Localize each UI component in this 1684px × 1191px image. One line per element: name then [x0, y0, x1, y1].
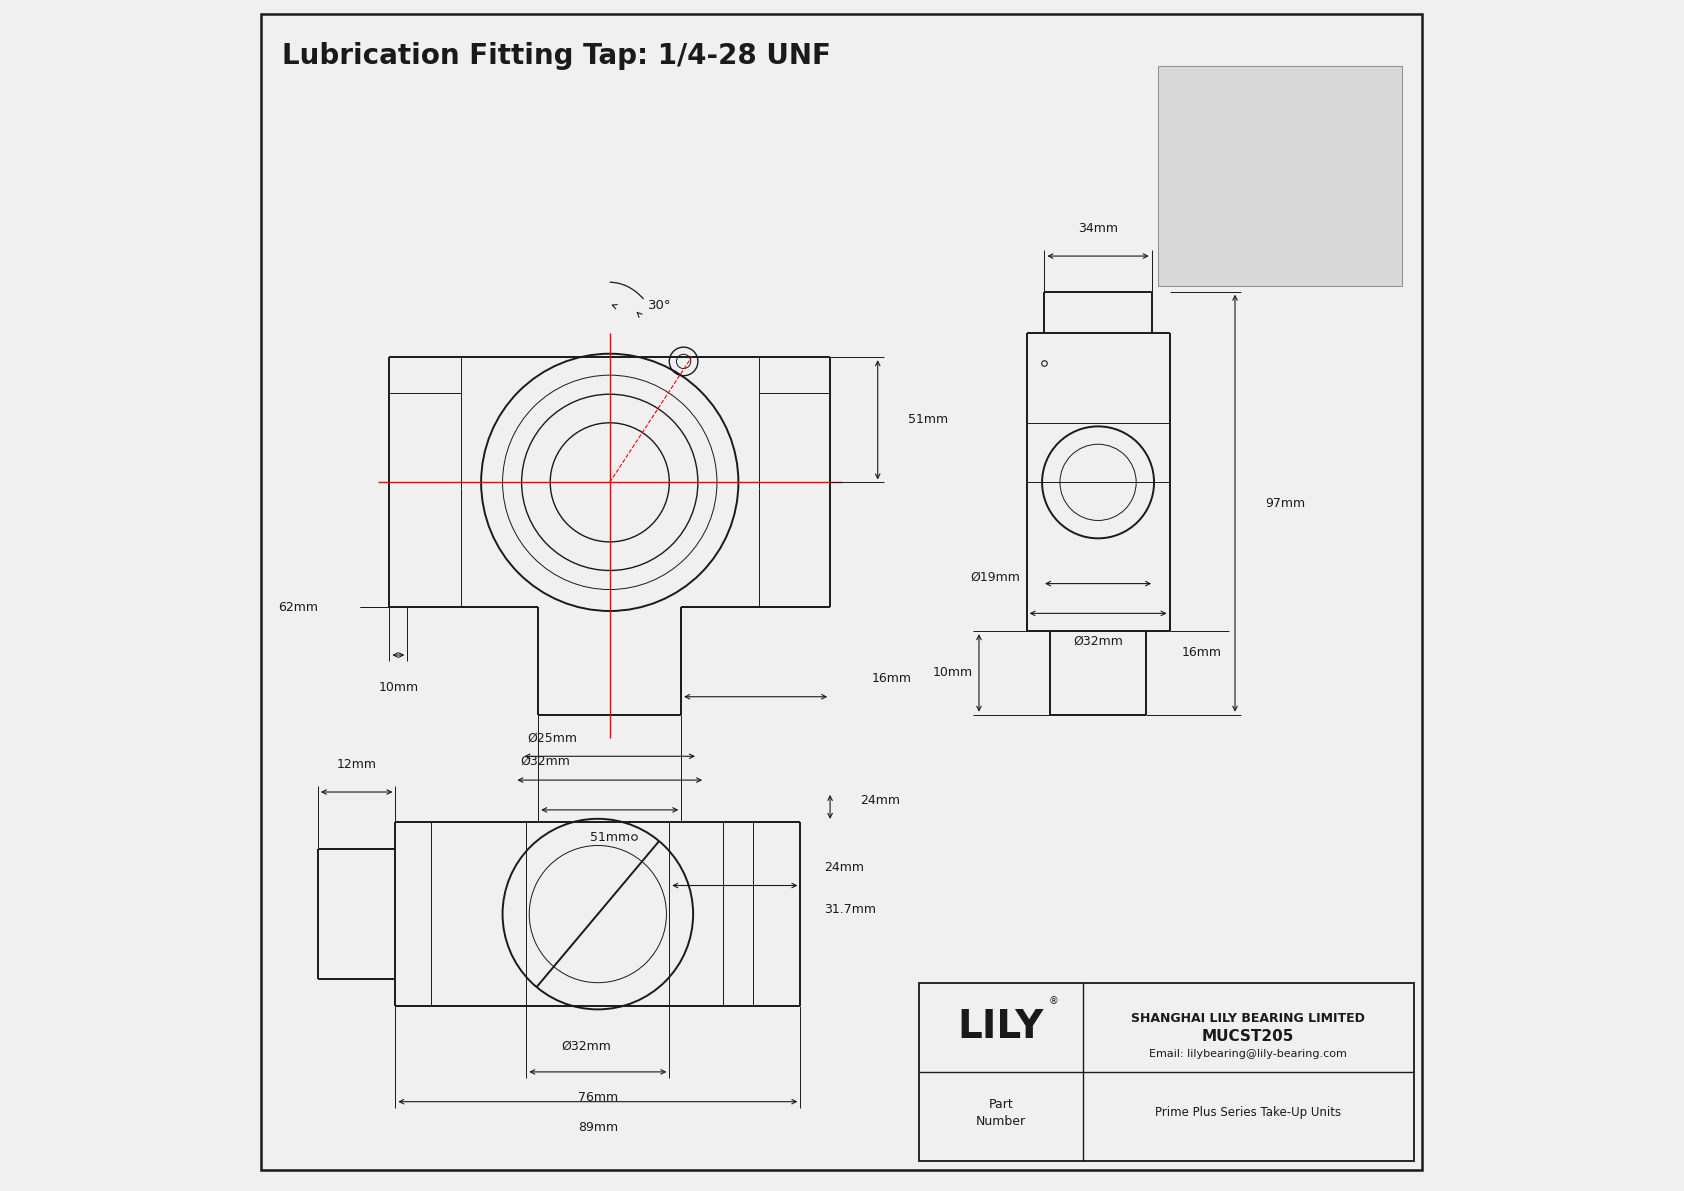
Text: 10mm: 10mm — [379, 681, 418, 694]
Text: ®: ® — [1049, 996, 1058, 1006]
Text: 16mm: 16mm — [872, 673, 911, 685]
Bar — [1157, 66, 1401, 286]
Text: SHANGHAI LILY BEARING LIMITED: SHANGHAI LILY BEARING LIMITED — [1132, 1012, 1366, 1024]
Text: 89mm: 89mm — [578, 1121, 618, 1134]
Text: 24mm: 24mm — [861, 794, 899, 807]
Text: 16mm: 16mm — [1182, 647, 1221, 659]
Text: Lubrication Fitting Tap: 1/4-28 UNF: Lubrication Fitting Tap: 1/4-28 UNF — [283, 42, 832, 70]
Text: 51mm: 51mm — [589, 831, 630, 844]
Bar — [919, 983, 1413, 1161]
Text: Ø19mm: Ø19mm — [970, 572, 1021, 584]
Text: 34mm: 34mm — [1078, 222, 1118, 235]
Text: MUCST205: MUCST205 — [1202, 1029, 1295, 1043]
Text: 12mm: 12mm — [337, 757, 377, 771]
Text: Ø32mm: Ø32mm — [1073, 635, 1123, 648]
Text: 24mm: 24mm — [823, 861, 864, 874]
Text: 62mm: 62mm — [278, 601, 318, 613]
Text: Ø32mm: Ø32mm — [561, 1040, 611, 1053]
Text: 76mm: 76mm — [578, 1091, 618, 1104]
Text: Ø32mm: Ø32mm — [520, 755, 571, 768]
Text: Email: lilybearing@lily-bearing.com: Email: lilybearing@lily-bearing.com — [1148, 1049, 1347, 1059]
Text: LILY: LILY — [958, 1009, 1044, 1046]
Text: 10mm: 10mm — [933, 667, 973, 679]
Text: 97mm: 97mm — [1265, 497, 1305, 510]
Text: Prime Plus Series Take-Up Units: Prime Plus Series Take-Up Units — [1155, 1106, 1340, 1120]
Text: 31.7mm: 31.7mm — [823, 904, 876, 916]
Text: 30°: 30° — [648, 299, 672, 312]
Text: 51mm: 51mm — [908, 413, 948, 426]
Text: Part
Number: Part Number — [977, 1098, 1026, 1128]
Text: Ø25mm: Ø25mm — [527, 731, 578, 744]
